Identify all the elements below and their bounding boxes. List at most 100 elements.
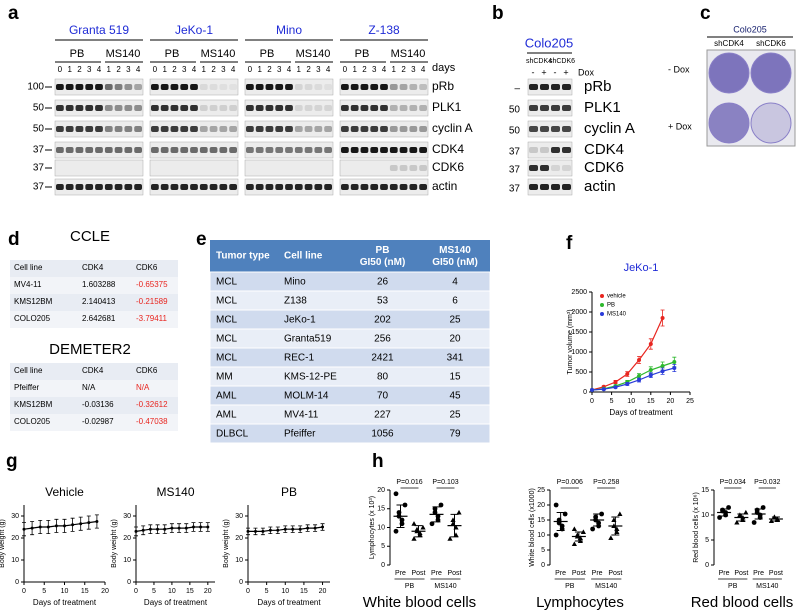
category-label: Post <box>447 570 461 577</box>
legend-marker <box>600 303 604 307</box>
blot-strip <box>244 159 334 177</box>
blot-band <box>350 126 359 132</box>
point <box>625 372 630 376</box>
blot-band <box>265 84 274 90</box>
table-row <box>10 260 178 277</box>
point <box>456 509 462 515</box>
table-cell: MV4-11 <box>14 280 42 289</box>
point <box>637 358 642 362</box>
y-tick-label: 20 <box>11 535 19 542</box>
blot-band <box>124 84 133 90</box>
blot-band <box>294 126 303 132</box>
blot-band <box>265 147 274 153</box>
table-cell: Mino <box>284 277 306 288</box>
table-cell: KMS12BM <box>14 400 53 409</box>
day: 1 <box>257 65 262 74</box>
blot-band <box>219 184 228 190</box>
weight: – <box>514 84 520 95</box>
point <box>553 502 559 508</box>
blot-band <box>255 147 264 153</box>
table-cell: 79 <box>449 429 461 440</box>
blot-band <box>399 105 408 111</box>
point <box>411 536 417 541</box>
p-value: P=0.006 <box>557 479 583 486</box>
day: 1 <box>392 65 397 74</box>
table-cell: Pfeiffer <box>14 383 40 392</box>
point <box>246 529 250 533</box>
blot-band <box>341 84 349 90</box>
point <box>177 526 181 530</box>
blot-band <box>399 184 408 190</box>
blot-band <box>114 126 123 132</box>
protein: actin <box>584 178 616 195</box>
blot-band <box>114 105 123 111</box>
point <box>590 388 594 392</box>
blot-band <box>199 147 208 153</box>
blot-band <box>529 147 538 153</box>
y-tick-label: 15 <box>701 487 709 494</box>
cell-line-name: Mino <box>276 23 302 37</box>
blot-band <box>265 126 274 132</box>
blot-band <box>409 147 418 153</box>
blot-band <box>199 184 208 190</box>
blot-band <box>304 184 313 190</box>
blot-band <box>360 147 369 153</box>
point <box>163 527 167 531</box>
table-cell: 53 <box>377 296 389 307</box>
table-cell: 1.603288 <box>82 280 116 289</box>
blot-band <box>399 147 408 153</box>
blot-band <box>170 147 179 153</box>
table-cell: AML <box>216 410 237 421</box>
point <box>660 369 665 374</box>
blot-strip <box>527 141 573 159</box>
cell-line-name: Colo205 <box>525 35 573 50</box>
blot-band <box>294 105 303 111</box>
weight: 100 <box>27 82 44 93</box>
panel-label: g <box>6 451 18 472</box>
point <box>71 523 75 527</box>
y-tick-label: 0 <box>239 579 243 586</box>
blot-band <box>151 147 159 153</box>
table-cell: 20 <box>449 334 461 345</box>
point <box>613 380 618 384</box>
table-cell: KMS12BM <box>14 297 53 306</box>
blot-band <box>56 126 64 132</box>
blot-band <box>180 126 189 132</box>
y-axis-label: Body weight (g) <box>223 519 230 568</box>
table-header-cell: PB GI50 (nM) <box>360 245 406 268</box>
blot-band <box>65 184 74 190</box>
blot-band <box>389 165 398 171</box>
x-tick-label: 10 <box>281 588 289 595</box>
blot-band <box>370 105 379 111</box>
category-label: Pre <box>555 570 566 577</box>
construct: shCDK4 <box>714 39 744 48</box>
table-cell: JeKo-1 <box>284 315 316 326</box>
protein: CDK6 <box>432 160 464 174</box>
blot-band <box>124 147 133 153</box>
panel-label: f <box>566 233 573 254</box>
day: 0 <box>248 65 253 74</box>
table-row <box>10 380 178 397</box>
blot-band <box>229 105 237 111</box>
blot-band <box>209 126 218 132</box>
blot-band <box>341 126 349 132</box>
point <box>447 536 453 541</box>
day: 4 <box>97 65 102 74</box>
blot-band <box>170 126 179 132</box>
y-axis-label: Tumor volume (mm³) <box>567 309 574 374</box>
protein: CDK6 <box>584 159 624 176</box>
plate <box>708 52 750 94</box>
point <box>672 366 677 370</box>
blot-band <box>160 147 169 153</box>
point <box>429 521 435 527</box>
blot-band <box>540 147 549 153</box>
table-header-cell: MS140 GI50 (nM) <box>432 245 478 268</box>
point <box>393 528 399 534</box>
y-tick-label: 0 <box>541 562 545 569</box>
blot-strip <box>149 159 239 177</box>
sd-bar <box>556 512 565 531</box>
table-cell: N/A <box>136 383 150 392</box>
blot-band <box>324 84 332 90</box>
protein: cyclin A <box>584 120 635 137</box>
blot-band <box>124 184 133 190</box>
